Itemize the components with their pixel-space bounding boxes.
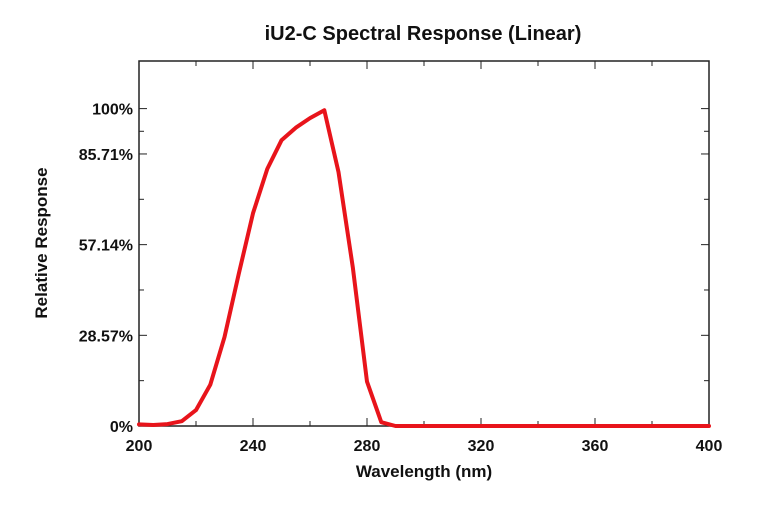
- y-tick-label: 28.57%: [79, 328, 133, 345]
- x-axis-label: Wavelength (nm): [356, 462, 492, 481]
- y-tick-label: 57.14%: [79, 238, 133, 255]
- tick-marks: [138, 61, 710, 427]
- x-tick-label: 360: [582, 438, 609, 455]
- series-group: [137, 108, 711, 428]
- x-tick-label: 200: [126, 438, 153, 455]
- y-axis-label: Relative Response: [32, 167, 51, 318]
- y-tick-label: 100%: [92, 102, 133, 119]
- y-tick-labels: 0% 28.57% 57.14% 85.71% 100%: [79, 102, 133, 436]
- x-tick-label: 320: [468, 438, 495, 455]
- x-tick-label: 400: [696, 438, 723, 455]
- x-tick-label: 240: [240, 438, 267, 455]
- x-tick-label: 280: [354, 438, 381, 455]
- plot-area-frame: [138, 60, 710, 427]
- x-tick-labels: 200 240 280 320 360 400: [126, 438, 723, 455]
- y-tick-label: 0%: [110, 419, 133, 436]
- y-tick-label: 85.71%: [79, 147, 133, 164]
- series-line: [137, 108, 711, 428]
- chart-title: iU2-C Spectral Response (Linear): [265, 23, 582, 45]
